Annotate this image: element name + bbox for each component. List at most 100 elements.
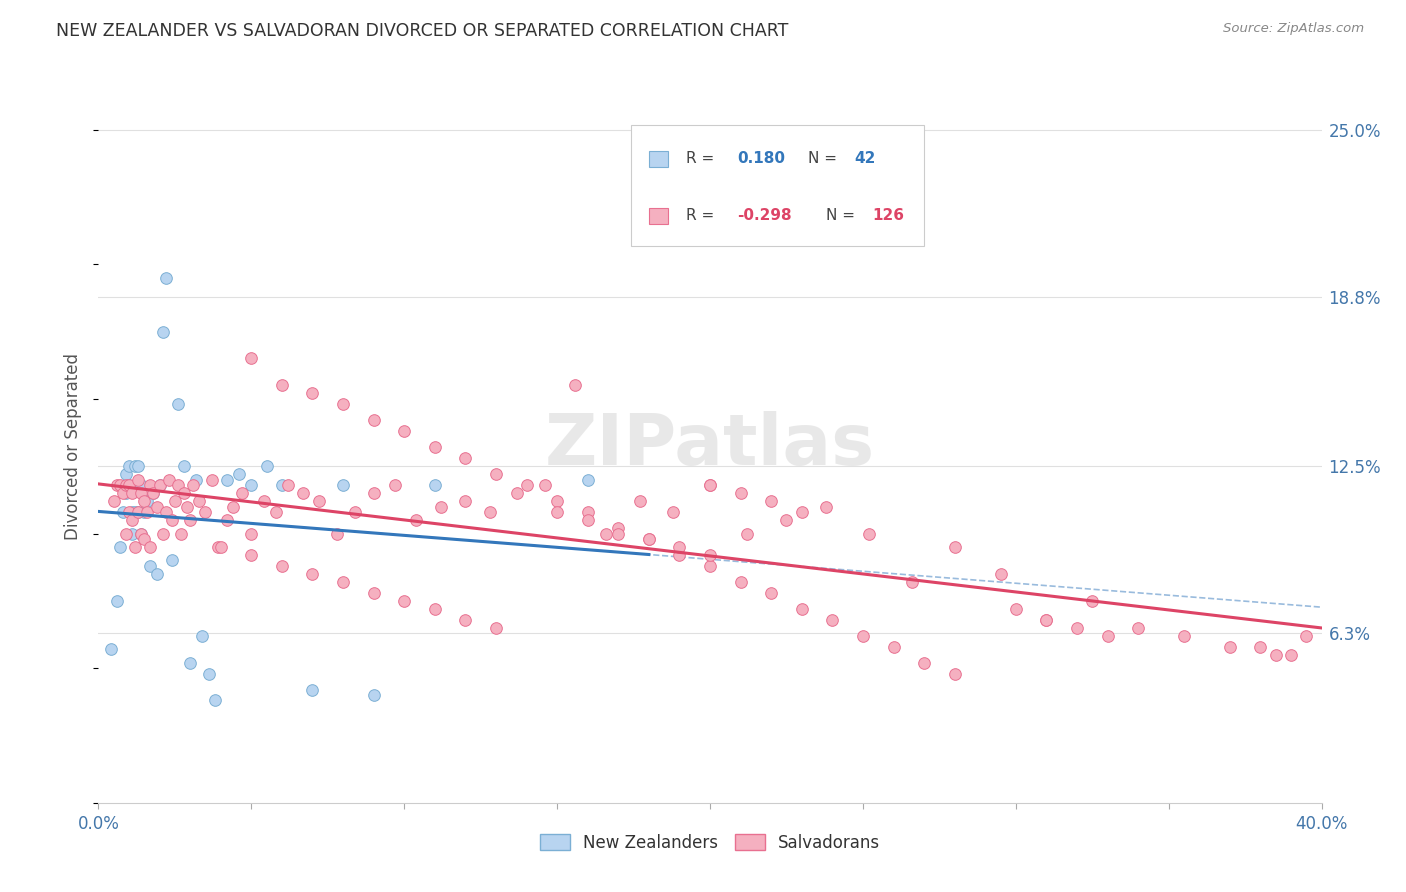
- New Zealanders: [142, 486, 165, 500]
- Salvadorans: [115, 478, 138, 492]
- Salvadorans: [344, 505, 367, 519]
- Salvadorans: [699, 558, 721, 573]
- Salvadorans: [134, 532, 156, 546]
- Legend: New Zealanders, Salvadorans: New Zealanders, Salvadorans: [533, 828, 887, 859]
- Salvadorans: [790, 602, 813, 616]
- Salvadorans: [215, 513, 238, 527]
- Salvadorans: [149, 478, 172, 492]
- Salvadorans: [595, 526, 617, 541]
- Salvadorans: [516, 478, 538, 492]
- Salvadorans: [326, 526, 349, 541]
- Salvadorans: [943, 540, 966, 554]
- Salvadorans: [454, 494, 477, 508]
- New Zealanders: [423, 478, 446, 492]
- New Zealanders: [100, 642, 122, 657]
- Salvadorans: [157, 473, 180, 487]
- Salvadorans: [1219, 640, 1241, 654]
- Salvadorans: [735, 526, 758, 541]
- Salvadorans: [1264, 648, 1286, 662]
- Salvadorans: [139, 540, 162, 554]
- Salvadorans: [423, 602, 446, 616]
- Salvadorans: [207, 540, 229, 554]
- FancyBboxPatch shape: [630, 125, 924, 246]
- Salvadorans: [699, 548, 721, 562]
- Salvadorans: [775, 513, 797, 527]
- New Zealanders: [191, 629, 214, 643]
- Salvadorans: [662, 505, 685, 519]
- Salvadorans: [121, 486, 143, 500]
- Salvadorans: [506, 486, 529, 500]
- Salvadorans: [852, 629, 875, 643]
- New Zealanders: [118, 478, 141, 492]
- Salvadorans: [105, 478, 128, 492]
- Salvadorans: [546, 494, 568, 508]
- Salvadorans: [170, 526, 193, 541]
- Text: -0.298: -0.298: [737, 209, 792, 223]
- New Zealanders: [155, 270, 177, 285]
- Salvadorans: [127, 505, 149, 519]
- Salvadorans: [200, 473, 222, 487]
- New Zealanders: [240, 478, 263, 492]
- Salvadorans: [384, 478, 406, 492]
- Salvadorans: [454, 451, 477, 466]
- Salvadorans: [668, 548, 690, 562]
- Salvadorans: [821, 613, 844, 627]
- New Zealanders: [139, 558, 162, 573]
- New Zealanders: [129, 478, 152, 492]
- Salvadorans: [546, 505, 568, 519]
- New Zealanders: [228, 467, 250, 482]
- Salvadorans: [301, 566, 323, 581]
- Salvadorans: [173, 486, 195, 500]
- Text: Source: ZipAtlas.com: Source: ZipAtlas.com: [1223, 22, 1364, 36]
- Salvadorans: [1004, 602, 1026, 616]
- Salvadorans: [129, 526, 152, 541]
- New Zealanders: [134, 505, 156, 519]
- New Zealanders: [111, 505, 134, 519]
- New Zealanders: [301, 682, 323, 697]
- Salvadorans: [607, 521, 630, 535]
- Salvadorans: [576, 513, 599, 527]
- Salvadorans: [118, 478, 141, 492]
- Salvadorans: [181, 478, 204, 492]
- Salvadorans: [1128, 621, 1150, 635]
- Salvadorans: [430, 500, 453, 514]
- Salvadorans: [478, 505, 501, 519]
- Salvadorans: [1249, 640, 1271, 654]
- Salvadorans: [252, 494, 274, 508]
- Salvadorans: [167, 478, 190, 492]
- New Zealanders: [127, 505, 149, 519]
- Text: R =: R =: [686, 209, 718, 223]
- Salvadorans: [332, 574, 354, 589]
- Salvadorans: [943, 666, 966, 681]
- Salvadorans: [858, 526, 880, 541]
- Salvadorans: [270, 558, 292, 573]
- Salvadorans: [264, 505, 287, 519]
- Salvadorans: [1279, 648, 1302, 662]
- Salvadorans: [730, 486, 752, 500]
- Salvadorans: [990, 566, 1012, 581]
- Bar: [650, 208, 668, 224]
- New Zealanders: [145, 566, 167, 581]
- New Zealanders: [149, 478, 172, 492]
- New Zealanders: [215, 473, 238, 487]
- Salvadorans: [152, 526, 174, 541]
- Salvadorans: [576, 505, 599, 519]
- Salvadorans: [103, 494, 125, 508]
- Salvadorans: [115, 526, 138, 541]
- Salvadorans: [134, 494, 156, 508]
- Salvadorans: [270, 378, 292, 392]
- Salvadorans: [1066, 621, 1088, 635]
- Salvadorans: [607, 526, 630, 541]
- Salvadorans: [363, 413, 385, 427]
- Salvadorans: [308, 494, 330, 508]
- Bar: [650, 151, 668, 167]
- Salvadorans: [240, 351, 263, 366]
- Salvadorans: [1081, 594, 1104, 608]
- New Zealanders: [179, 656, 201, 670]
- Salvadorans: [1173, 629, 1195, 643]
- Salvadorans: [194, 505, 217, 519]
- Salvadorans: [699, 478, 721, 492]
- Salvadorans: [129, 486, 152, 500]
- Text: 126: 126: [873, 209, 904, 223]
- Salvadorans: [277, 478, 299, 492]
